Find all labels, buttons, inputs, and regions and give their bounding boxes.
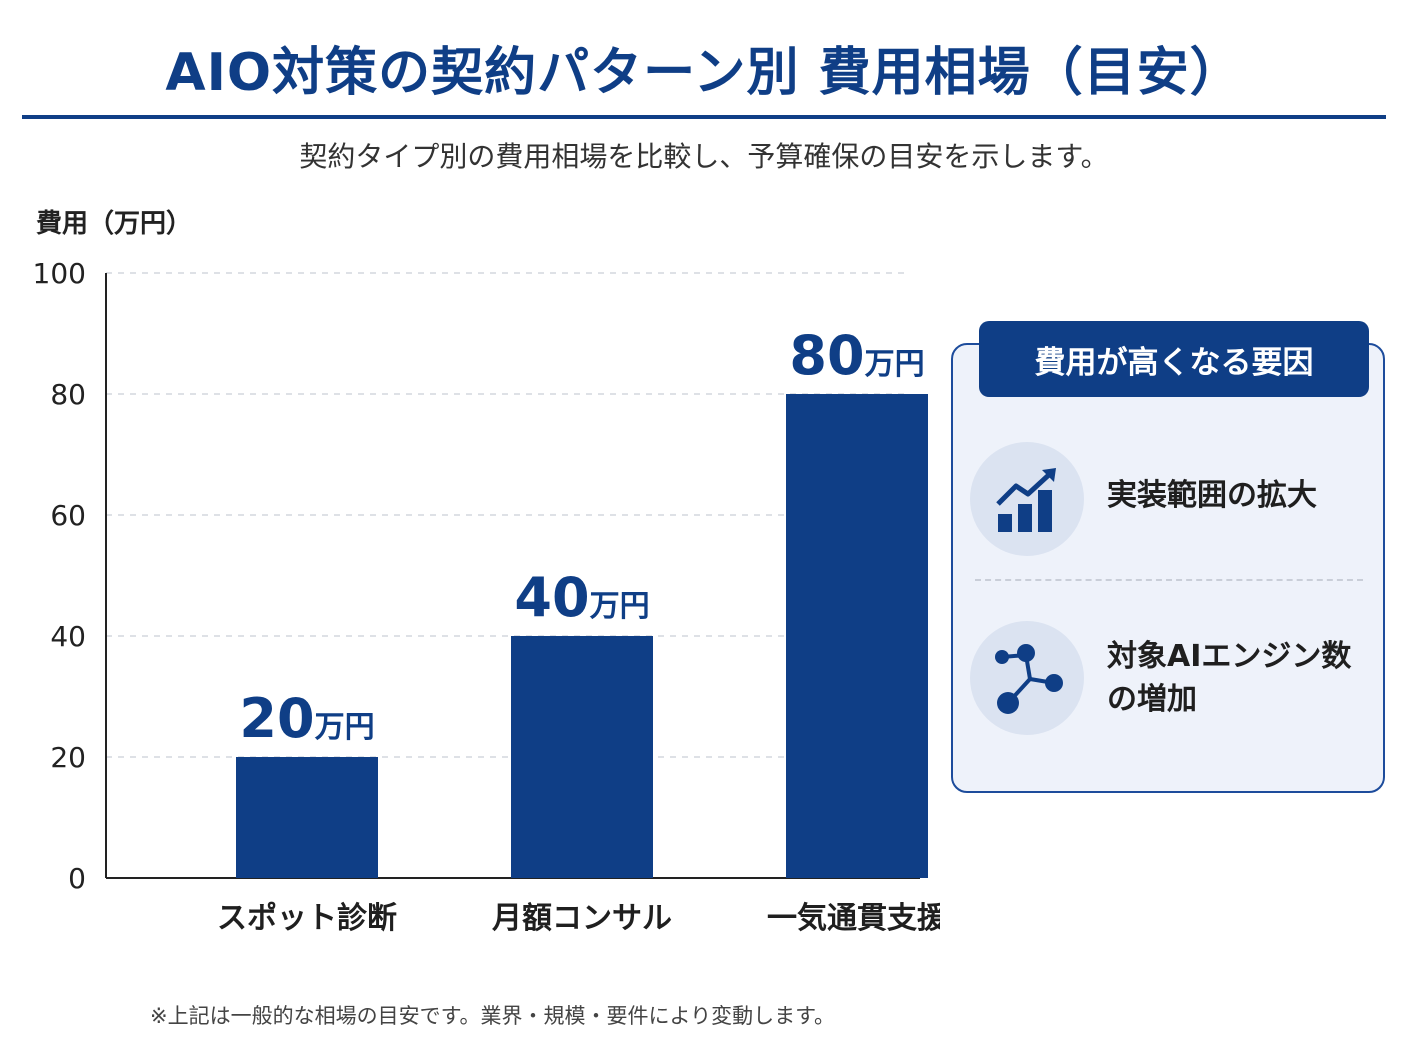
factor-label: 実装範囲の拡大	[1107, 478, 1317, 513]
footnote: ※上記は一般的な相場の目安です。業界・規模・要件により変動します。	[150, 1004, 835, 1028]
y-axis-label: 費用（万円）	[36, 209, 193, 239]
page-title: AIO対策の契約パターン別 費用相場（目安）	[165, 43, 1243, 103]
y-tick-label: 0	[68, 862, 86, 895]
y-tick-label: 40	[50, 620, 86, 653]
data-label: 80万円	[789, 324, 924, 387]
network-nodes-icon	[970, 621, 1084, 735]
factor-divider	[975, 579, 1363, 581]
factor-item-scope: 実装範囲の拡大	[970, 442, 1370, 558]
factor-label: 対象AIエンジン数 の増加	[1107, 635, 1351, 721]
bar	[786, 394, 928, 878]
factor-item-engines: 対象AIエンジン数 の増加	[970, 621, 1370, 737]
y-tick-label: 80	[50, 378, 86, 411]
cost-factors-title: 費用が高くなる要因	[979, 321, 1369, 397]
page-subtitle: 契約タイプ別の費用相場を比較し、予算確保の目安を示します。	[299, 140, 1109, 173]
data-label: 20万円	[239, 687, 374, 750]
x-tick-label: 一気通貫支援	[767, 901, 940, 936]
x-tick-label: スポット診断	[217, 901, 397, 936]
bar	[236, 757, 378, 878]
factor-label-line2: の増加	[1107, 682, 1197, 717]
x-tick-label: 月額コンサル	[492, 901, 672, 936]
title-rule	[22, 115, 1386, 119]
y-tick-label: 100	[33, 257, 86, 290]
bar	[511, 636, 653, 878]
y-tick-label: 60	[50, 499, 86, 532]
growth-chart-icon	[970, 442, 1084, 556]
data-label: 40万円	[514, 566, 649, 629]
factor-label-line1: 対象AIエンジン数	[1107, 639, 1352, 674]
y-tick-label: 20	[50, 741, 86, 774]
